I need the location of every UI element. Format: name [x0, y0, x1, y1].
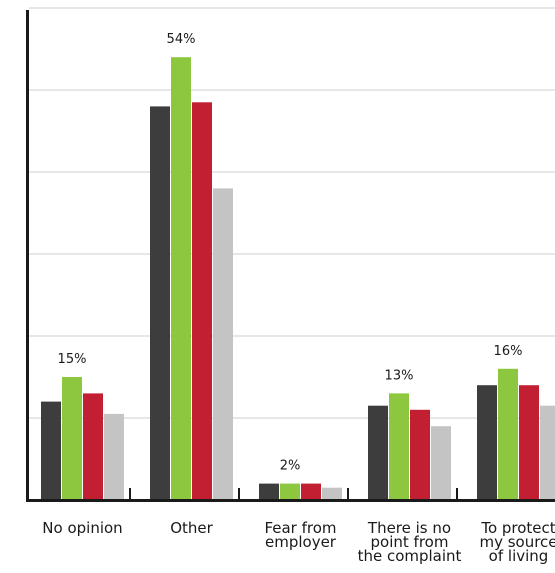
bar: [301, 483, 321, 500]
bar: [477, 385, 497, 500]
gridlines: [29, 7, 555, 419]
bar: [519, 385, 539, 500]
x-axis-ticks: [129, 488, 458, 500]
bar: [280, 483, 300, 500]
bar: [410, 409, 430, 500]
bar: [104, 413, 124, 500]
data-label: 16%: [494, 344, 523, 359]
bar: [368, 405, 388, 500]
category-labels: No opinion Other Fear from employer There is…: [42, 519, 555, 565]
bar: [540, 405, 555, 500]
bar: [213, 188, 233, 500]
bar: [389, 393, 409, 500]
bar: [150, 106, 170, 501]
bar: [259, 483, 279, 500]
bar: [192, 102, 212, 501]
category-label: There is no point from the complaint: [358, 519, 462, 565]
data-label: 13%: [385, 368, 414, 383]
bar: [171, 57, 191, 500]
bar: [83, 393, 103, 500]
bar: [62, 377, 82, 500]
bar: [322, 487, 342, 500]
data-label: 54%: [167, 32, 196, 47]
bars: [41, 57, 555, 501]
category-label: To protect my source of living: [479, 519, 555, 565]
data-label: 15%: [58, 352, 87, 367]
bar: [431, 426, 451, 500]
data-label: 2%: [280, 459, 301, 474]
category-label: Fear from employer: [264, 519, 336, 551]
axes: [26, 10, 555, 502]
category-label: No opinion: [42, 519, 122, 537]
bar: [41, 401, 61, 500]
bar: [498, 368, 518, 500]
data-labels: 15% 54% 2% 13% 16%: [58, 32, 523, 473]
category-label: Other: [170, 519, 213, 537]
